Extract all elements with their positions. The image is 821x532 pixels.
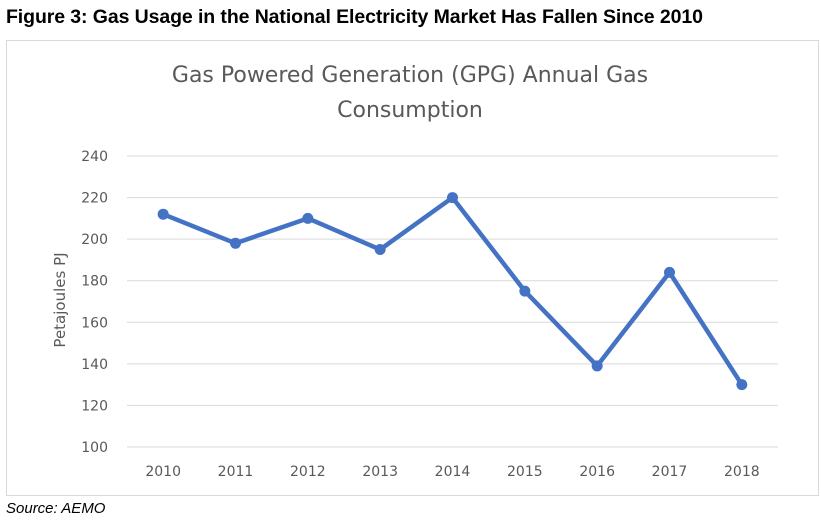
source-note: Source: AEMO (6, 500, 106, 517)
chart-title-line-2: Consumption (337, 98, 483, 123)
y-tick-label: 160 (81, 315, 108, 331)
data-point-2018 (736, 379, 748, 391)
y-tick-label: 100 (81, 440, 108, 456)
x-tick-label: 2013 (362, 464, 398, 480)
y-tick-label: 180 (81, 274, 108, 290)
x-tick-label: 2011 (218, 464, 254, 480)
x-tick-label: 2018 (724, 464, 760, 480)
x-tick-label: 2017 (652, 464, 688, 480)
data-point-2013 (374, 244, 386, 256)
y-tick-label: 200 (81, 232, 108, 248)
y-tick-label: 220 (81, 191, 108, 207)
x-tick-label: 2016 (579, 464, 615, 480)
chart-title-line-1: Gas Powered Generation (GPG) Annual Gas (172, 63, 648, 88)
data-point-2017 (664, 266, 675, 278)
y-tick-label: 240 (81, 149, 108, 165)
series-line (160, 195, 745, 387)
data-point-2014 (447, 192, 458, 204)
chart-area (6, 40, 819, 496)
y-tick-label: 140 (81, 357, 108, 373)
x-tick-label: 2012 (290, 464, 326, 480)
data-point-2015 (519, 285, 531, 297)
data-point-2012 (302, 212, 314, 224)
data-point-2010 (157, 208, 169, 220)
y-tick-label: 120 (81, 398, 108, 414)
data-point-2011 (230, 237, 241, 249)
data-point-2016 (591, 360, 603, 372)
y-axis-label: Petajoules PJ (51, 252, 69, 347)
x-tick-label: 2010 (145, 464, 181, 480)
x-tick-label: 2014 (435, 464, 471, 480)
x-tick-label: 2015 (507, 464, 543, 480)
figure-title: Figure 3: Gas Usage in the National Elec… (6, 6, 703, 28)
